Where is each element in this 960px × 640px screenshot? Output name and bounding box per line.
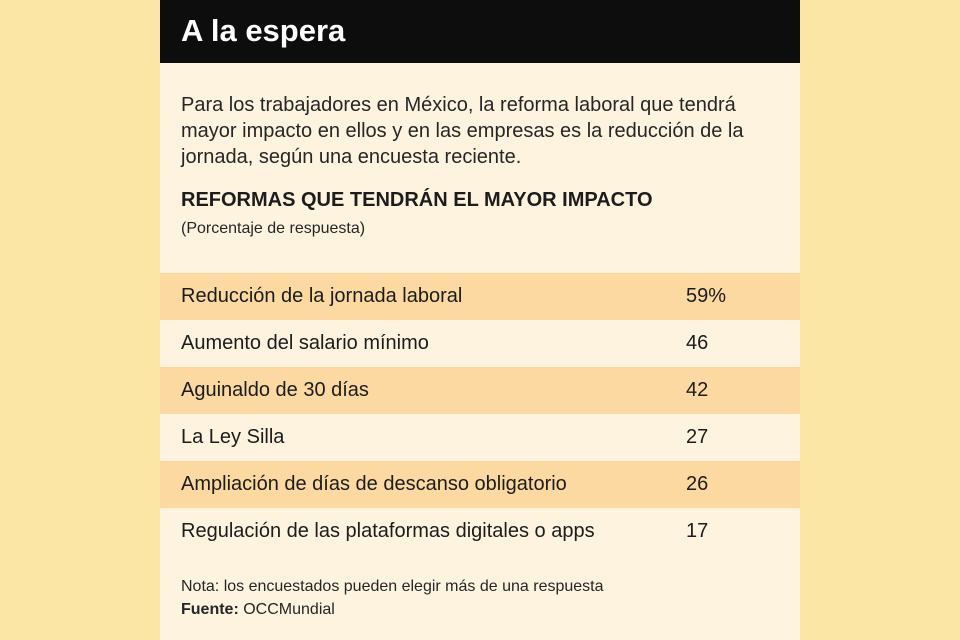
table-row: Ampliación de días de descanso obligator… — [160, 461, 800, 508]
intro-text: Para los trabajadores en México, la refo… — [181, 94, 744, 168]
row-label: La Ley Silla — [181, 426, 285, 448]
chart-subtitle: (Porcentaje de respuesta) — [181, 220, 366, 237]
row-label: Reducción de la jornada laboral — [181, 285, 463, 307]
data-table: Reducción de la jornada laboral 59% Aument… — [160, 273, 800, 555]
row-value: 26 — [686, 473, 709, 495]
chart-title: REFORMAS QUE TENDRÁN EL MAYOR IMPACTO — [181, 189, 653, 211]
table-row: Aguinaldo de 30 días 42 — [160, 367, 800, 414]
row-value: 46 — [686, 332, 709, 354]
table-row: Aumento del salario mínimo 46 — [160, 320, 800, 367]
row-label: Aguinaldo de 30 días — [181, 379, 369, 401]
table-row: Reducción de la jornada laboral 59% — [160, 273, 800, 320]
row-label: Aumento del salario mínimo — [181, 332, 429, 354]
title-bar: A la espera — [160, 0, 800, 63]
table-row: Regulación de las plataformas digitales … — [160, 508, 800, 555]
source-value: OCCMundial — [243, 601, 335, 618]
row-value: 42 — [686, 379, 709, 401]
infographic-title: A la espera — [181, 13, 346, 48]
row-value: 17 — [686, 520, 709, 542]
table-row: La Ley Silla 27 — [160, 414, 800, 461]
row-value: 27 — [686, 426, 709, 448]
footnote: Nota: los encuestados pueden elegir más … — [181, 578, 604, 595]
row-label: Ampliación de días de descanso obligator… — [181, 473, 567, 495]
infographic-card: A la espera Para los trabajadores en Méx… — [160, 0, 800, 640]
source-label: Fuente: — [181, 601, 239, 618]
source-line: Fuente: OCCMundial — [181, 599, 335, 621]
row-label: Regulación de las plataformas digitales … — [181, 520, 595, 542]
row-value: 59% — [686, 285, 727, 307]
